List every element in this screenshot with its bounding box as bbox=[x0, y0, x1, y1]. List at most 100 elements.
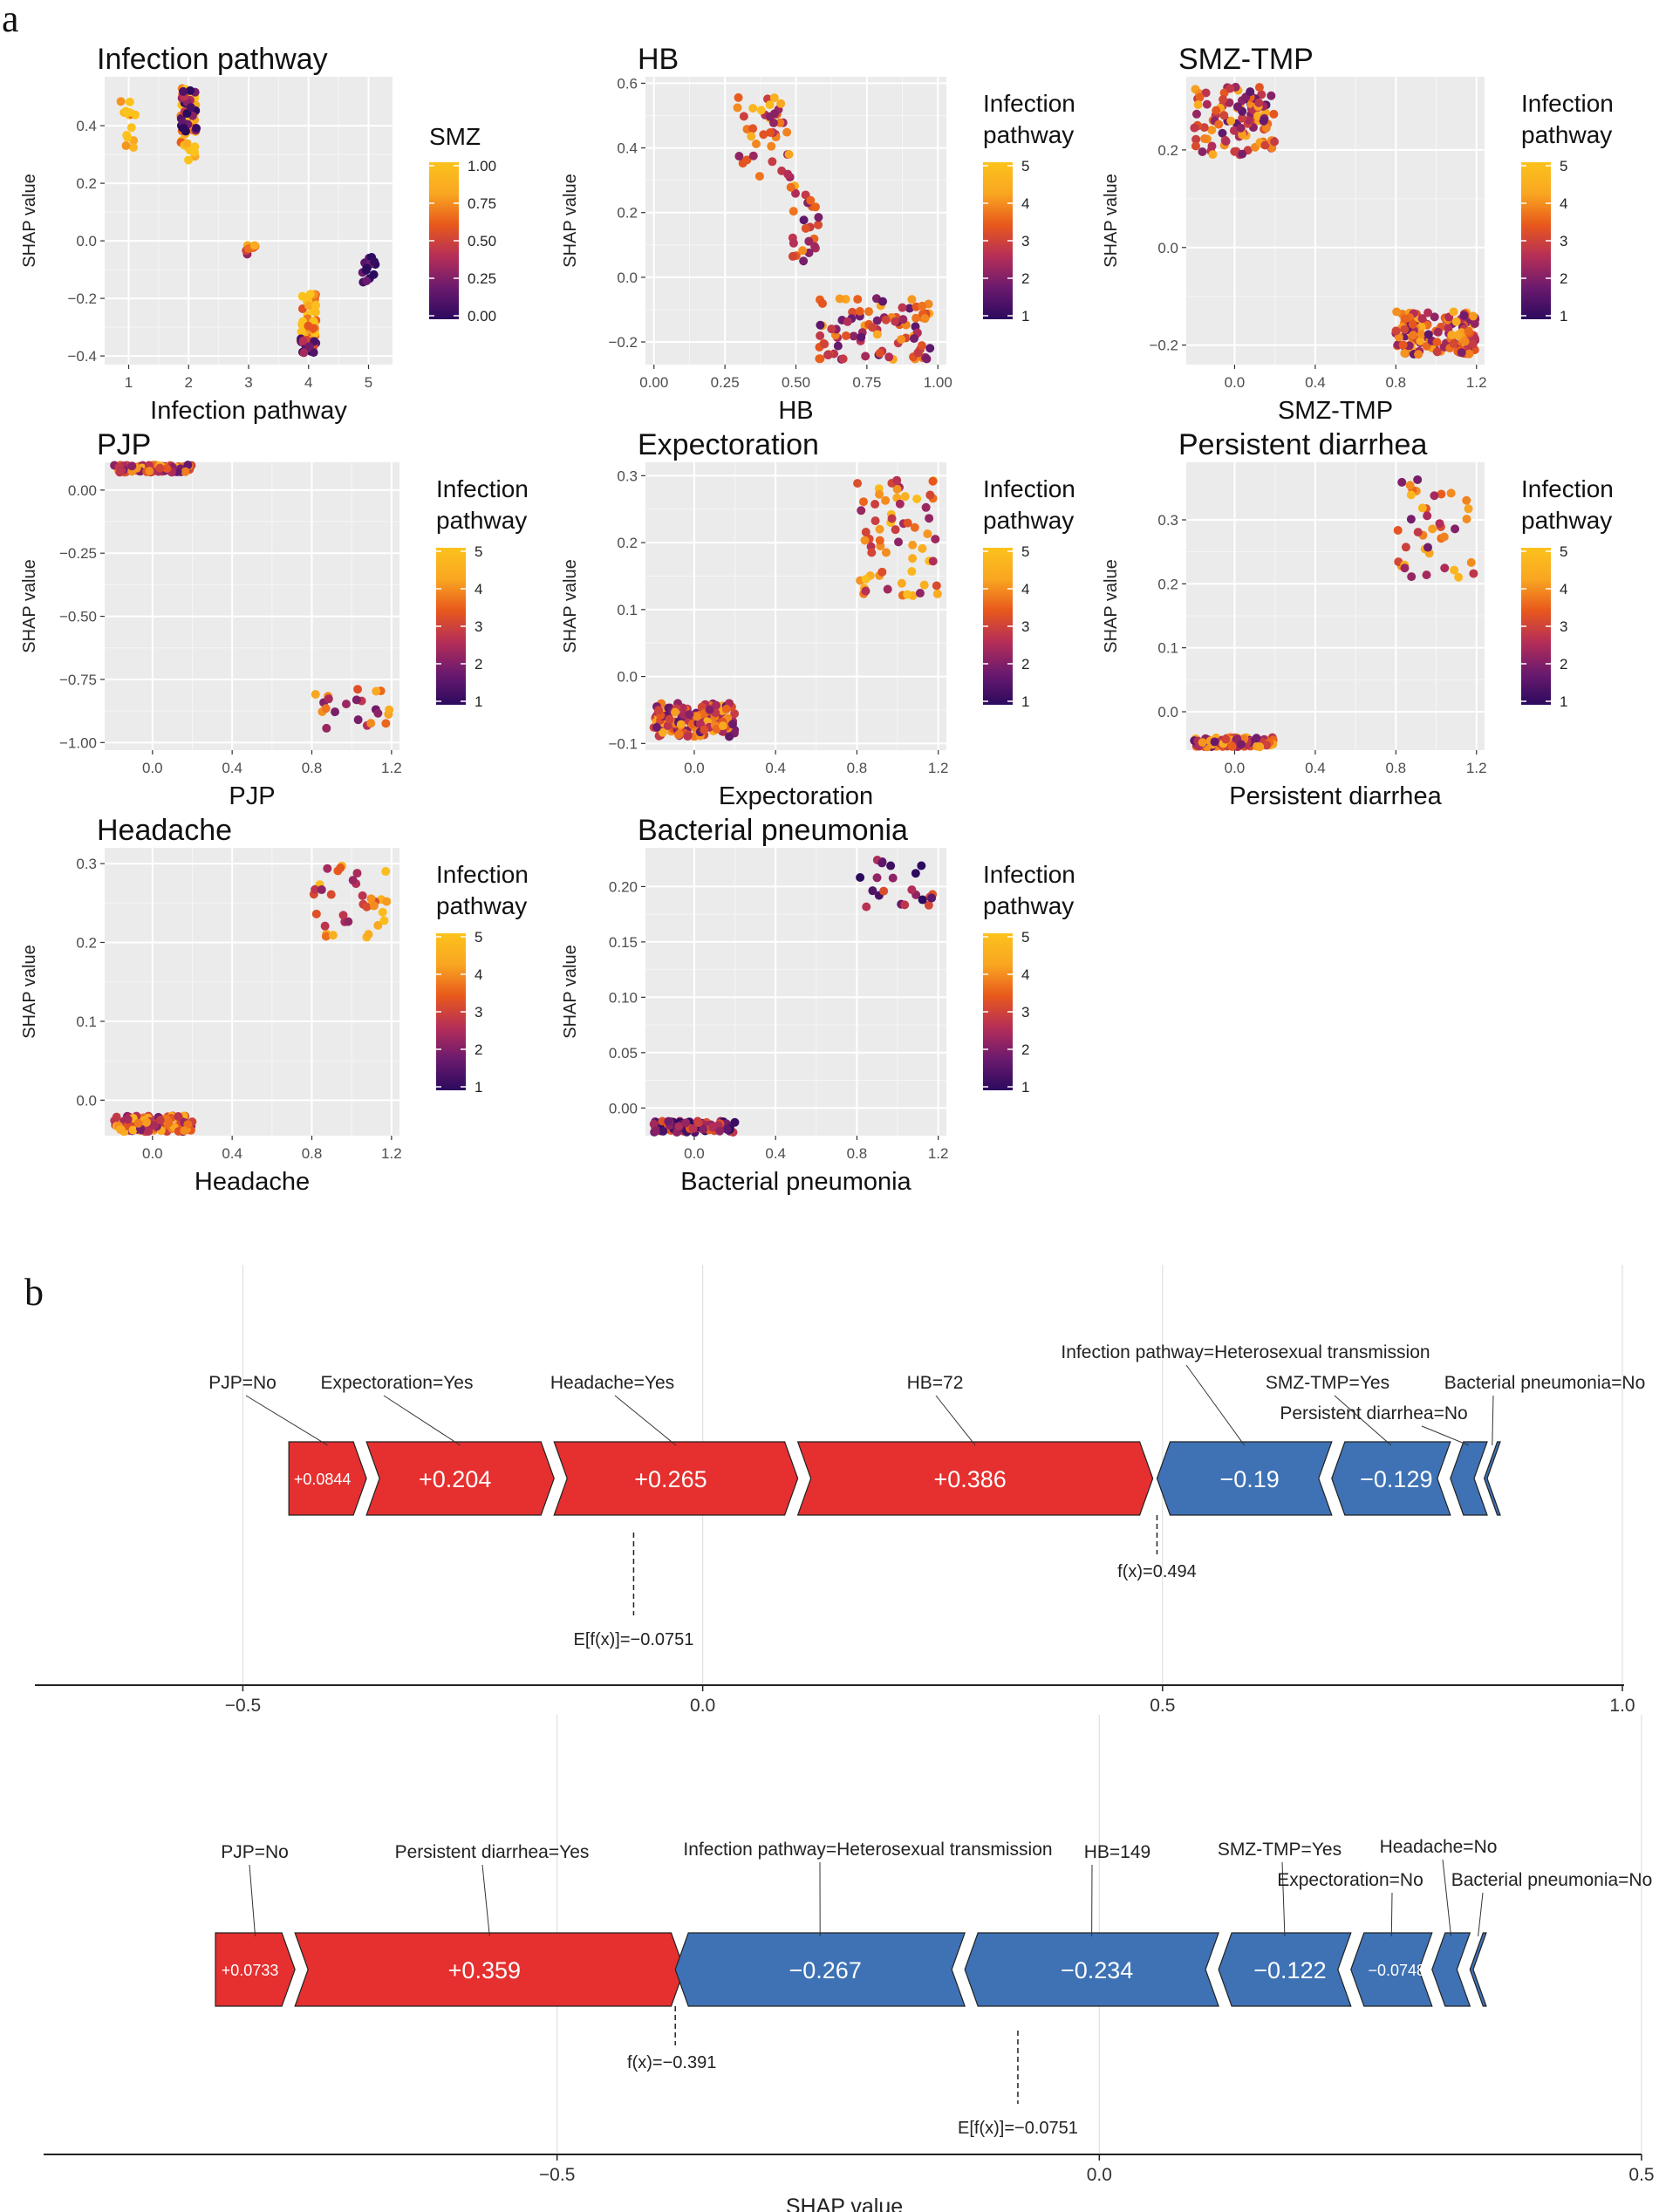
data-point bbox=[126, 123, 136, 133]
plot-title: Persistent diarrhea bbox=[1178, 428, 1427, 461]
data-point bbox=[1444, 323, 1453, 332]
data-point bbox=[927, 893, 937, 903]
data-point bbox=[674, 1122, 684, 1131]
data-point bbox=[328, 931, 338, 940]
data-point bbox=[806, 195, 816, 205]
colorbar-title: pathway bbox=[436, 507, 527, 534]
x-tick-label: 0.50 bbox=[782, 374, 810, 391]
data-point bbox=[860, 536, 870, 545]
data-point bbox=[789, 238, 798, 248]
data-point bbox=[881, 495, 891, 505]
feature-leader-line bbox=[1390, 1892, 1393, 1937]
data-point bbox=[145, 467, 154, 476]
x-tick-label: −0.5 bbox=[539, 2165, 575, 2185]
x-tick-label: 0.0 bbox=[690, 1696, 715, 1716]
data-point bbox=[317, 885, 326, 895]
y-tick-label: 0.0 bbox=[76, 1092, 97, 1109]
data-point bbox=[1225, 84, 1235, 93]
y-tick-label: −0.75 bbox=[59, 672, 97, 688]
data-point bbox=[1462, 495, 1471, 505]
x-axis-label: Bacterial pneumonia bbox=[680, 1168, 911, 1196]
data-point bbox=[816, 331, 825, 340]
y-tick-label: 0.1 bbox=[617, 602, 638, 618]
force-segment-positive bbox=[294, 1932, 686, 2007]
data-point bbox=[734, 152, 744, 161]
y-tick-label: 0.2 bbox=[1157, 142, 1178, 159]
plot-title: HB bbox=[638, 43, 679, 76]
data-point bbox=[921, 502, 931, 512]
data-point bbox=[886, 861, 896, 870]
data-point bbox=[651, 1126, 660, 1136]
data-point bbox=[923, 529, 932, 539]
feature-leader-line bbox=[1421, 1425, 1470, 1446]
data-point bbox=[868, 323, 877, 332]
data-point bbox=[925, 514, 934, 523]
feature-leader-line bbox=[1281, 1861, 1286, 1937]
segment-value-label: −0.122 bbox=[1253, 1957, 1326, 1983]
data-point bbox=[128, 1125, 138, 1135]
colorbar-tick-label: 4 bbox=[1021, 581, 1029, 597]
x-axis-label: Expectoration bbox=[719, 782, 873, 810]
data-point bbox=[747, 132, 756, 141]
data-point bbox=[721, 704, 731, 713]
data-point bbox=[364, 930, 373, 939]
data-point bbox=[1446, 488, 1456, 498]
data-point bbox=[1414, 350, 1423, 359]
force-segment-negative bbox=[1218, 1932, 1352, 2007]
data-point bbox=[861, 574, 870, 584]
data-point bbox=[857, 506, 866, 515]
x-tick-label: 5 bbox=[365, 374, 372, 391]
data-point bbox=[155, 1116, 165, 1125]
data-point bbox=[1218, 128, 1227, 138]
fx-label: f(x)=−0.391 bbox=[627, 2053, 716, 2072]
data-point bbox=[888, 873, 898, 883]
data-point bbox=[853, 295, 863, 304]
data-point bbox=[305, 290, 315, 299]
y-tick-label: 0.3 bbox=[76, 856, 97, 872]
colorbar-tick-label: 2 bbox=[1560, 270, 1567, 287]
x-tick-label: 0.5 bbox=[1628, 2165, 1654, 2185]
x-tick-label: 0.4 bbox=[222, 1145, 242, 1162]
data-point bbox=[1464, 504, 1473, 514]
data-point bbox=[756, 106, 766, 115]
fx-label: f(x)=0.494 bbox=[1117, 1562, 1197, 1581]
plot-background bbox=[105, 848, 399, 1136]
data-point bbox=[1417, 330, 1426, 339]
data-point bbox=[192, 123, 201, 133]
y-tick-label: 0.05 bbox=[609, 1045, 638, 1062]
data-point bbox=[895, 499, 905, 509]
data-point bbox=[1259, 116, 1268, 126]
x-tick-label: 0.5 bbox=[1150, 1696, 1175, 1716]
y-tick-label: 0.1 bbox=[1157, 640, 1178, 657]
feature-label: Persistent diarrhea=Yes bbox=[395, 1842, 590, 1862]
data-point bbox=[311, 300, 321, 310]
data-point bbox=[810, 202, 820, 212]
feature-label: Infection pathway=Heterosexual transmiss… bbox=[683, 1840, 1052, 1860]
x-tick-label: 0.8 bbox=[1386, 760, 1407, 776]
x-axis-label: Infection pathway bbox=[150, 397, 347, 425]
x-tick-label: 0.75 bbox=[852, 374, 881, 391]
data-point bbox=[1214, 119, 1224, 129]
data-point bbox=[1207, 141, 1217, 151]
data-point bbox=[766, 127, 775, 137]
x-tick-label: 0.0 bbox=[142, 760, 163, 776]
data-point bbox=[1397, 477, 1407, 487]
data-point bbox=[186, 103, 195, 113]
data-point bbox=[1212, 106, 1221, 115]
data-point bbox=[1423, 330, 1433, 339]
data-point bbox=[1237, 740, 1246, 749]
y-tick-label: 0.0 bbox=[1157, 704, 1178, 720]
feature-leader-line bbox=[249, 1864, 256, 1937]
y-tick-label: 0.00 bbox=[68, 482, 97, 499]
data-point bbox=[894, 537, 904, 547]
colorbar-tick-label: 0.25 bbox=[468, 270, 496, 287]
y-tick-label: 0.2 bbox=[617, 205, 638, 222]
colorbar-tick-label: 1 bbox=[474, 693, 482, 710]
data-point bbox=[665, 714, 674, 724]
data-point bbox=[1200, 134, 1210, 144]
data-point bbox=[676, 720, 686, 729]
data-point bbox=[907, 885, 917, 895]
data-point bbox=[182, 139, 192, 148]
y-axis-label: SHAP value bbox=[561, 174, 580, 267]
data-point bbox=[891, 317, 900, 326]
